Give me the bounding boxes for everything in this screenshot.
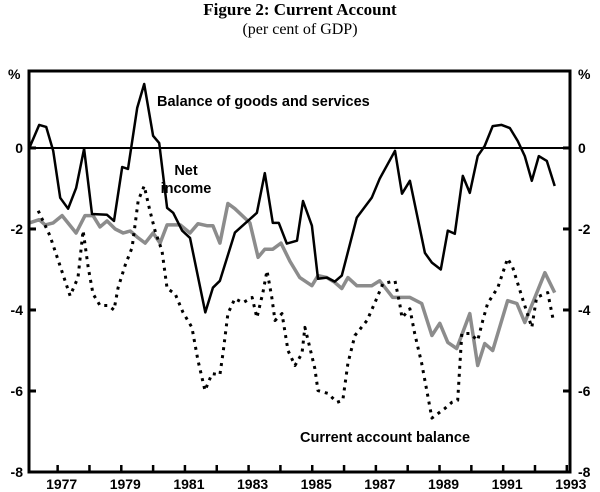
y-tick-label-left: -2 <box>11 221 24 237</box>
x-tick-label: 1987 <box>364 476 395 492</box>
series-line-net-income <box>28 201 557 368</box>
y-tick-label-right: -6 <box>578 383 591 399</box>
label-goods-services: Balance of goods and services <box>157 94 370 110</box>
series-line-balance-of-goods-and-services <box>28 82 556 314</box>
label-net-income-line2: income <box>161 181 212 197</box>
y-unit-right: % <box>578 66 591 82</box>
chart-subtitle: (per cent of GDP) <box>242 21 358 38</box>
x-tick-label: 1985 <box>301 476 332 492</box>
x-tick-label: 1991 <box>492 476 523 492</box>
y-tick-label-right: -4 <box>578 302 591 318</box>
x-tick-label: 1979 <box>110 476 141 492</box>
label-net-income-line1: Net <box>174 163 198 179</box>
y-tick-label-left: -4 <box>11 302 24 318</box>
y-tick-label-right: -2 <box>578 221 591 237</box>
x-tick-label: 1983 <box>237 476 268 492</box>
x-tick-label: 1993 <box>555 476 586 492</box>
y-tick-label-right: -8 <box>578 464 591 480</box>
y-unit-left: % <box>8 66 21 82</box>
y-tick-label-right: 0 <box>578 140 586 156</box>
label-current-account: Current account balance <box>300 430 470 446</box>
x-tick-label: 1989 <box>428 476 459 492</box>
series-line-current-account-balance <box>36 184 555 420</box>
chart-title: Figure 2: Current Account <box>203 0 397 19</box>
plot-frame <box>27 69 572 474</box>
x-tick-label: 1981 <box>173 476 204 492</box>
y-tick-label-left: -8 <box>11 464 24 480</box>
x-tick-label: 1977 <box>46 476 77 492</box>
y-tick-label-left: -6 <box>11 383 24 399</box>
y-tick-label-left: 0 <box>15 140 23 156</box>
